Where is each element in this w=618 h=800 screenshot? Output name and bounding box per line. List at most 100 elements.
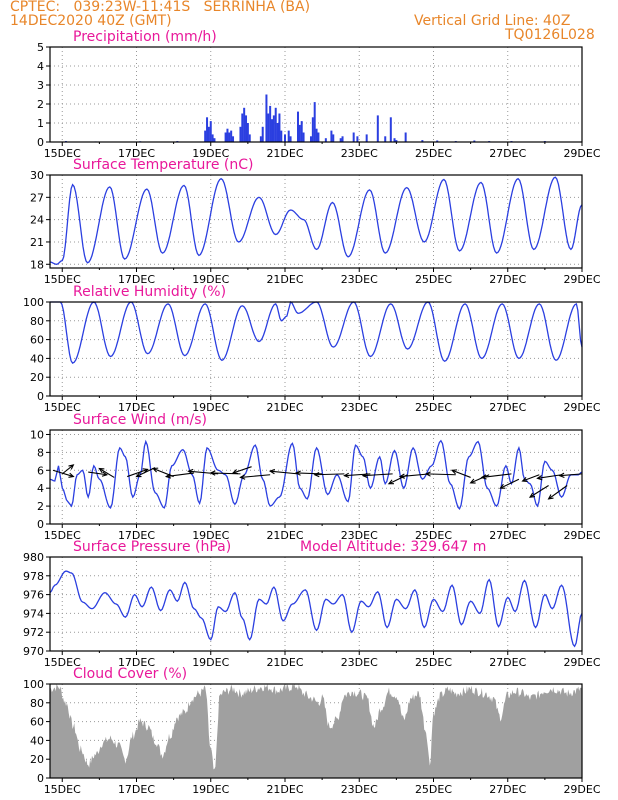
y-tick-label: 60 [30,716,44,729]
precip-bar [473,140,476,142]
x-tick-label: 21DEC [266,783,303,796]
wind-vector-arrow [470,474,490,484]
x-tick-label: 25DEC [415,656,452,669]
x-tick-label: 17DEC [118,529,155,542]
y-tick-label: 10 [30,428,44,441]
precip-bar [243,107,246,142]
wind-series-line [49,439,583,510]
precip-bar [393,138,396,142]
wind-vector-arrow [537,474,562,479]
x-tick-label: 17DEC [118,783,155,796]
x-tick-label: 29DEC [563,147,600,160]
precip-bar [265,94,268,142]
wind-vector-arrow [559,473,583,477]
wind-arrow-head [528,492,536,498]
precip-bar [332,134,335,142]
wind-arrow-head [231,469,239,475]
panel-wind [46,429,583,528]
wind-vector-arrow [61,464,74,475]
cloud-title: Cloud Cover (%) [73,666,187,682]
x-tick-label: 19DEC [192,147,229,160]
x-tick-label: 15DEC [44,401,81,414]
y-tick-label: 4 [37,482,44,495]
y-tick-label: 0 [37,390,44,403]
wind-arrow-head [313,471,320,478]
y-tick-label: 20 [30,753,44,766]
y-tick-label: 2 [37,500,44,513]
wind-vector-arrow [99,468,115,478]
panel-frame [49,429,583,525]
x-tick-label: 15DEC [44,783,81,796]
precip-bar [278,113,281,142]
y-tick-label: 6 [37,464,44,477]
precip-bar [311,117,314,142]
precip-bar [280,130,283,142]
wind-vector-arrow [362,473,393,477]
x-tick-label: 27DEC [489,273,526,286]
x-tick-label: 17DEC [118,147,155,160]
precip-bar [404,132,407,142]
precip-bar [267,113,270,142]
x-tick-label: 23DEC [341,273,378,286]
wind-arrow-head [387,479,394,485]
wind-arrow-head [536,475,543,481]
pres-subtitle: Model Altitude: 329.647 m [300,539,486,555]
precip-bar [376,115,379,142]
precip-bar [261,126,264,142]
precip-bar [272,115,275,142]
wind-vector-arrow [136,467,156,478]
panel-temp [46,174,583,272]
wind-vector-arrow [232,466,252,474]
wind-arrow-head [343,472,350,479]
wind-vector-arrow [451,469,471,478]
header-model-code: TQ0126L028 [505,27,595,43]
y-tick-label: 980 [23,551,44,564]
pres-title: Surface Pressure (hPa) [73,539,231,555]
x-tick-label: 29DEC [563,273,600,286]
x-tick-label: 29DEC [563,401,600,414]
y-tick-label: 40 [30,734,44,747]
x-tick-label: 17DEC [118,273,155,286]
x-tick-label: 27DEC [489,783,526,796]
cloud-area [50,684,582,778]
precip-title: Precipitation (mm/h) [73,29,217,45]
x-tick-label: 19DEC [192,783,229,796]
wind-arrow-head [521,477,528,483]
wind-arrow-head [164,473,172,479]
precip-bar [384,136,387,142]
y-tick-label: 80 [30,315,44,328]
wind-vector-arrow [426,473,456,476]
precip-bar [315,128,318,142]
precip-bar [276,123,279,142]
precip-bar [389,117,392,142]
wind-arrow-head [547,494,554,500]
precip-bar [324,138,327,142]
precip-bar [298,124,301,142]
y-tick-label: 976 [23,589,44,602]
y-tick-label: 0 [37,772,44,785]
panel-rh [46,300,583,400]
x-tick-label: 17DEC [118,656,155,669]
x-tick-label: 21DEC [266,656,303,669]
wind-vector-arrow [548,485,568,500]
wind-arrow-head [480,474,487,480]
panel-frame [49,556,583,652]
y-tick-label: 970 [23,645,44,658]
precip-bar [274,107,277,142]
precip-bar [395,140,398,142]
y-tick-label: 60 [30,334,44,347]
x-tick-label: 25DEC [415,783,452,796]
precip-bar [309,136,312,142]
wind-arrow-head [187,468,194,475]
y-tick-label: 100 [23,296,44,309]
wind-arrow-head [469,478,476,484]
panel-cloud [46,683,583,782]
header-station: CPTEC: 039:23W-11:41S SERRINHA (BA) [10,0,311,15]
precip-bar [317,132,320,142]
y-tick-label: 0 [37,518,44,531]
x-tick-label: 19DEC [192,401,229,414]
rh-series-line [50,300,583,364]
wind-vector-arrow [127,468,148,478]
precip-bar [341,136,344,142]
